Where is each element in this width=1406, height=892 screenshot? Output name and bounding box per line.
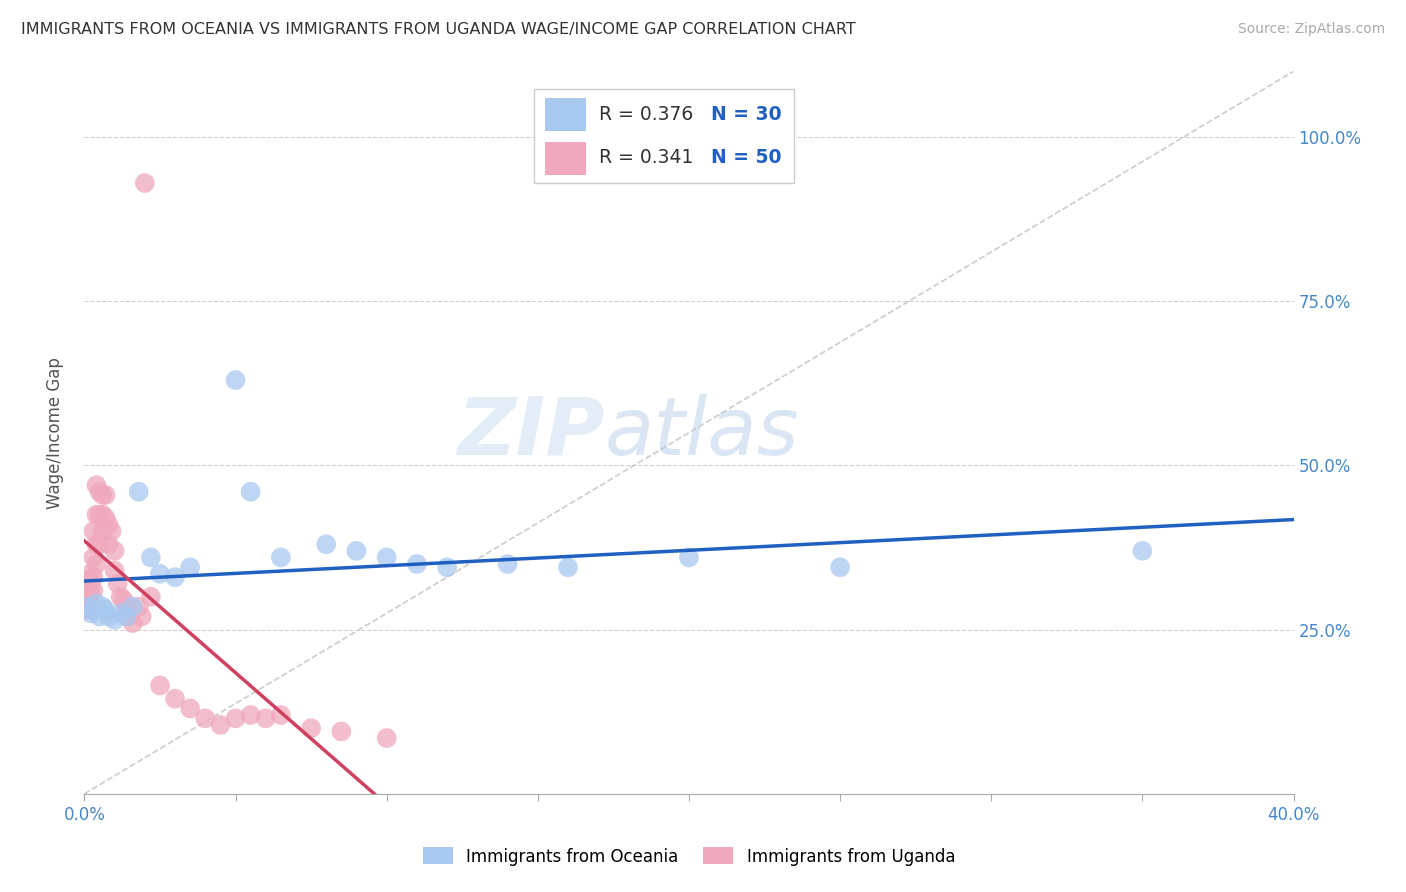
Immigrants from Uganda [86, 508, 108, 522]
Immigrants from Uganda [79, 586, 101, 600]
Immigrants from Uganda [270, 708, 292, 723]
Immigrants from Oceania [97, 609, 120, 624]
Immigrants from Oceania [225, 373, 247, 387]
Immigrants from Oceania [1130, 544, 1153, 558]
Bar [544, 97, 586, 131]
Text: N = 30: N = 30 [711, 105, 782, 124]
Text: atlas: atlas [605, 393, 799, 472]
Immigrants from Uganda [82, 550, 104, 565]
Immigrants from Uganda [82, 570, 104, 584]
Immigrants from Uganda [118, 609, 141, 624]
Immigrants from Uganda [254, 711, 277, 725]
Immigrants from Uganda [97, 537, 120, 551]
Immigrants from Uganda [100, 524, 122, 538]
Text: R = 0.376: R = 0.376 [599, 105, 693, 124]
Immigrants from Uganda [112, 593, 135, 607]
Immigrants from Oceania [91, 599, 114, 614]
FancyBboxPatch shape [534, 89, 794, 183]
Immigrants from Uganda [79, 566, 101, 581]
Immigrants from Uganda [131, 609, 153, 624]
Immigrants from Uganda [76, 574, 98, 588]
Immigrants from Uganda [139, 590, 162, 604]
Immigrants from Oceania [139, 550, 162, 565]
Immigrants from Oceania [79, 607, 101, 621]
Immigrants from Uganda [89, 484, 111, 499]
Immigrants from Uganda [79, 576, 101, 591]
Immigrants from Uganda [104, 544, 127, 558]
Immigrants from Uganda [239, 708, 262, 723]
Immigrants from Uganda [82, 524, 104, 538]
Immigrants from Uganda [330, 724, 353, 739]
Immigrants from Oceania [270, 550, 292, 565]
Immigrants from Uganda [209, 718, 232, 732]
Immigrants from Oceania [86, 596, 108, 610]
Text: ZIP: ZIP [457, 393, 605, 472]
Immigrants from Uganda [299, 721, 322, 735]
Immigrants from Oceania [375, 550, 398, 565]
Immigrants from Oceania [165, 570, 187, 584]
Immigrants from Uganda [110, 590, 132, 604]
Immigrants from Uganda [91, 488, 114, 502]
Immigrants from Uganda [128, 599, 150, 614]
Bar [544, 142, 586, 176]
Y-axis label: Wage/Income Gap: Wage/Income Gap [45, 357, 63, 508]
Immigrants from Uganda [91, 524, 114, 538]
Immigrants from Oceania [678, 550, 700, 565]
Immigrants from Oceania [557, 560, 579, 574]
Immigrants from Oceania [104, 613, 127, 627]
Immigrants from Uganda [165, 691, 187, 706]
Immigrants from Oceania [149, 566, 172, 581]
Immigrants from Oceania [315, 537, 337, 551]
Immigrants from Uganda [86, 478, 108, 492]
Immigrants from Oceania [89, 609, 111, 624]
Immigrants from Uganda [225, 711, 247, 725]
Immigrants from Uganda [97, 517, 120, 532]
Immigrants from Uganda [94, 488, 117, 502]
Immigrants from Uganda [91, 508, 114, 522]
Immigrants from Oceania [94, 603, 117, 617]
Text: Source: ZipAtlas.com: Source: ZipAtlas.com [1237, 22, 1385, 37]
Text: IMMIGRANTS FROM OCEANIA VS IMMIGRANTS FROM UGANDA WAGE/INCOME GAP CORRELATION CH: IMMIGRANTS FROM OCEANIA VS IMMIGRANTS FR… [21, 22, 856, 37]
Immigrants from Oceania [436, 560, 458, 574]
Text: R = 0.341: R = 0.341 [599, 148, 693, 167]
Immigrants from Oceania [121, 599, 143, 614]
Immigrants from Oceania [115, 609, 138, 624]
Immigrants from Uganda [76, 590, 98, 604]
Immigrants from Uganda [76, 603, 98, 617]
Immigrants from Uganda [375, 731, 398, 745]
Legend: Immigrants from Oceania, Immigrants from Uganda: Immigrants from Oceania, Immigrants from… [416, 841, 962, 872]
Immigrants from Uganda [89, 508, 111, 522]
Immigrants from Uganda [104, 564, 127, 578]
Immigrants from Uganda [86, 557, 108, 571]
Immigrants from Uganda [86, 537, 108, 551]
Immigrants from Uganda [115, 599, 138, 614]
Immigrants from Oceania [110, 607, 132, 621]
Immigrants from Uganda [94, 511, 117, 525]
Immigrants from Oceania [128, 484, 150, 499]
Immigrants from Uganda [79, 596, 101, 610]
Immigrants from Oceania [82, 603, 104, 617]
Text: N = 50: N = 50 [711, 148, 782, 167]
Immigrants from Uganda [149, 678, 172, 692]
Immigrants from Uganda [179, 701, 201, 715]
Immigrants from Oceania [239, 484, 262, 499]
Immigrants from Uganda [89, 537, 111, 551]
Immigrants from Oceania [496, 557, 519, 571]
Immigrants from Oceania [346, 544, 368, 558]
Immigrants from Uganda [134, 176, 156, 190]
Immigrants from Uganda [194, 711, 217, 725]
Immigrants from Uganda [121, 616, 143, 631]
Immigrants from Uganda [82, 583, 104, 598]
Immigrants from Oceania [830, 560, 852, 574]
Immigrants from Oceania [76, 599, 98, 614]
Immigrants from Uganda [107, 576, 129, 591]
Immigrants from Oceania [406, 557, 429, 571]
Immigrants from Oceania [179, 560, 201, 574]
